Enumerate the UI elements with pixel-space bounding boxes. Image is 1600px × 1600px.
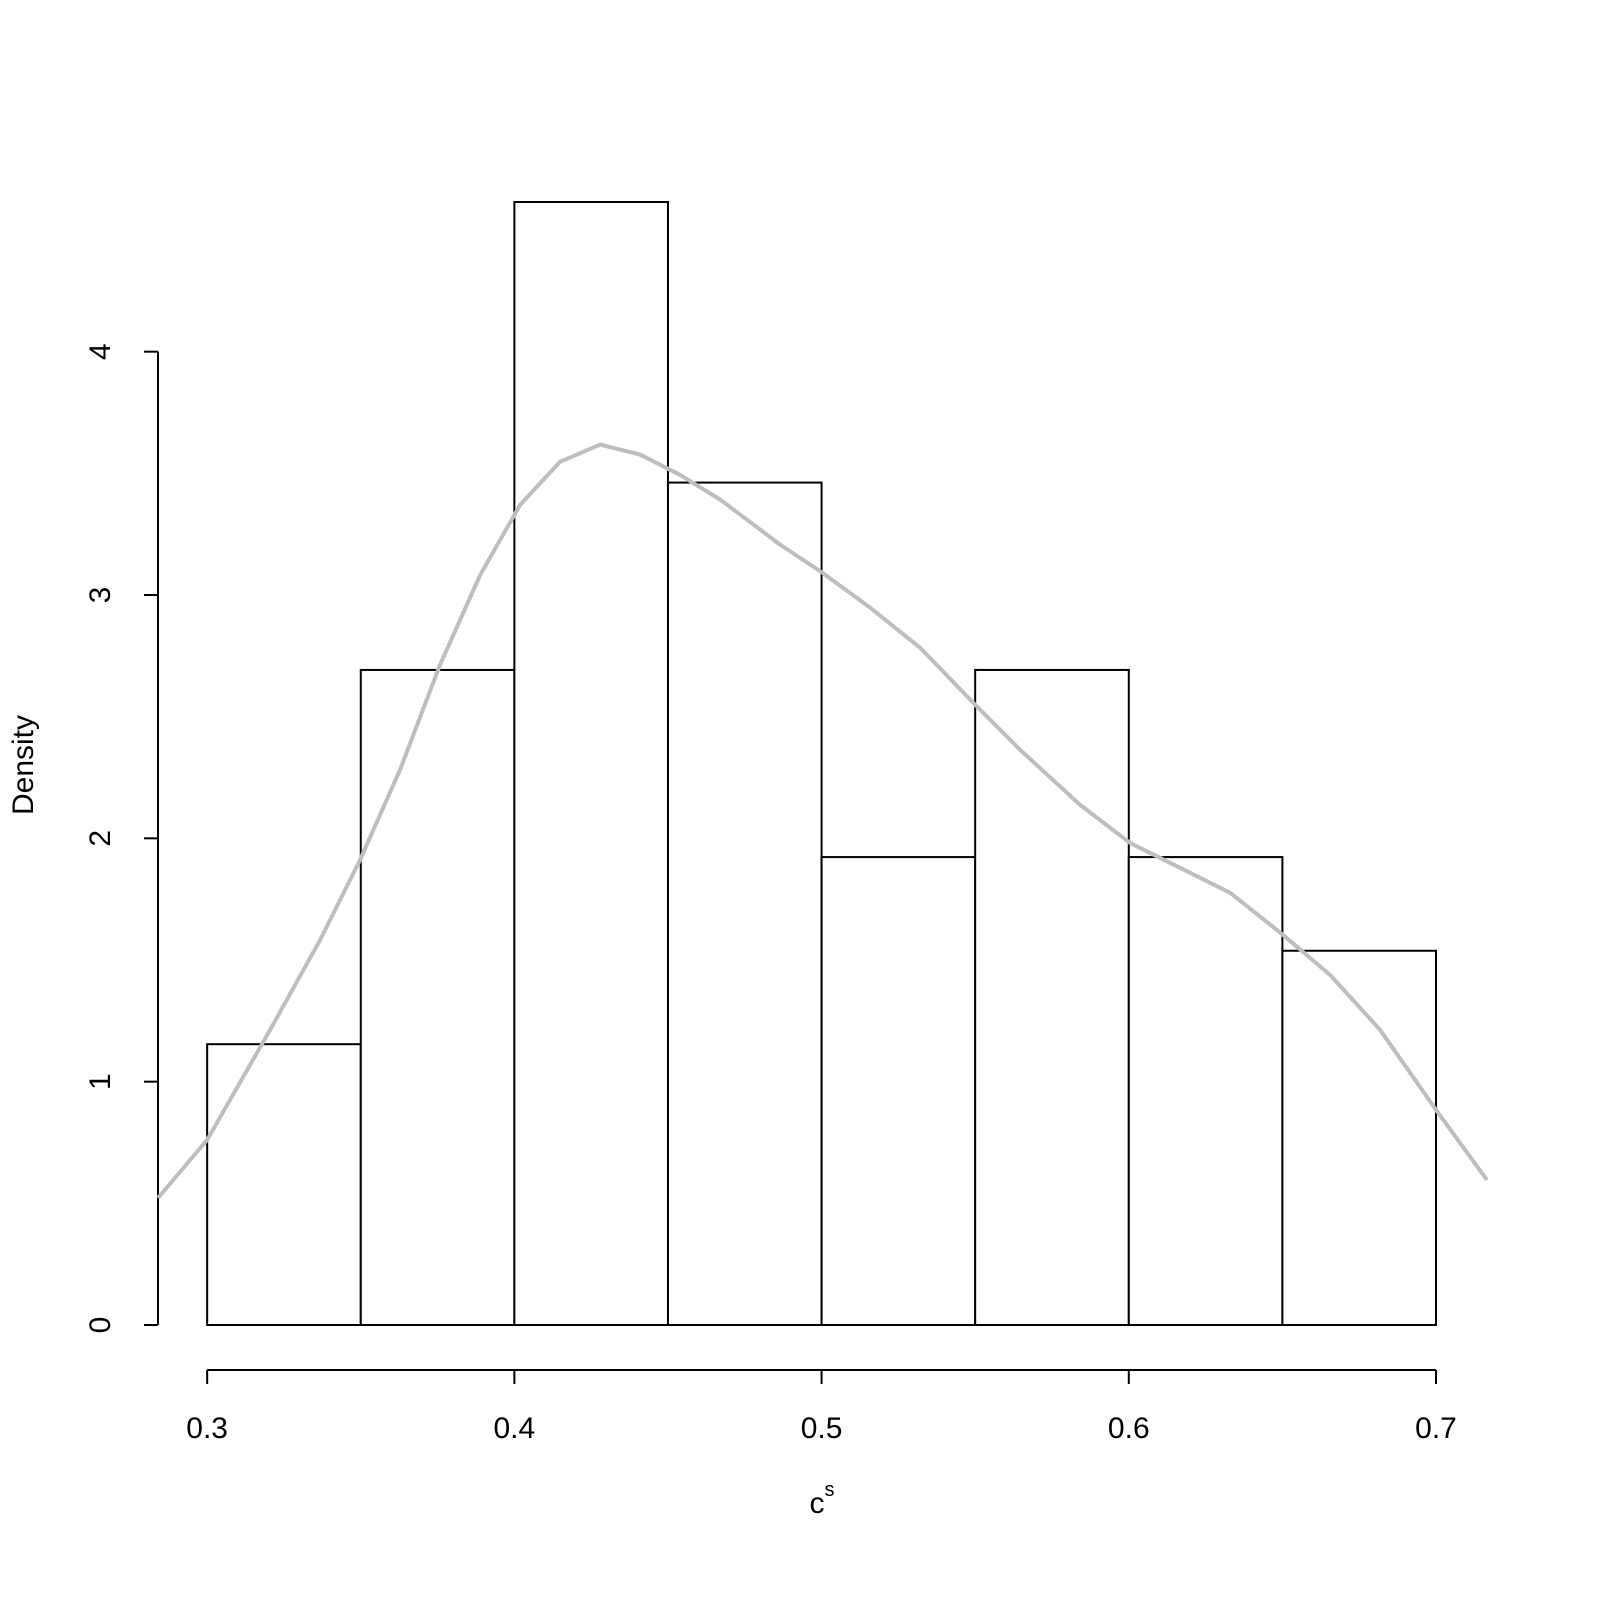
x-axis-label-sup: s — [825, 1479, 835, 1501]
y-axis-label: Density — [7, 715, 40, 815]
x-axis-label-base: c — [810, 1487, 825, 1520]
bar — [974, 668, 1130, 1326]
x-tick-label: 0.4 — [494, 1412, 536, 1445]
x-tick-label: 0.6 — [1108, 1412, 1150, 1445]
x-axis-label: cs — [810, 1479, 835, 1520]
density-curve — [156, 442, 1489, 1200]
bar — [820, 856, 977, 1326]
y-tick-label: 4 — [84, 343, 117, 360]
bar — [666, 481, 823, 1326]
bar — [513, 201, 669, 1326]
bar — [1127, 856, 1284, 1326]
y-tick-label: 1 — [84, 1073, 117, 1090]
y-tick-label: 3 — [84, 587, 117, 604]
y-tick-label: 2 — [84, 830, 117, 847]
y-tick-label: 0 — [84, 1317, 117, 1334]
bar — [1281, 949, 1438, 1327]
bar — [359, 668, 516, 1326]
x-tick-label: 0.3 — [186, 1412, 228, 1445]
bar — [206, 1043, 362, 1327]
x-tick-label: 0.7 — [1415, 1412, 1457, 1445]
x-tick-label: 0.5 — [801, 1412, 843, 1445]
